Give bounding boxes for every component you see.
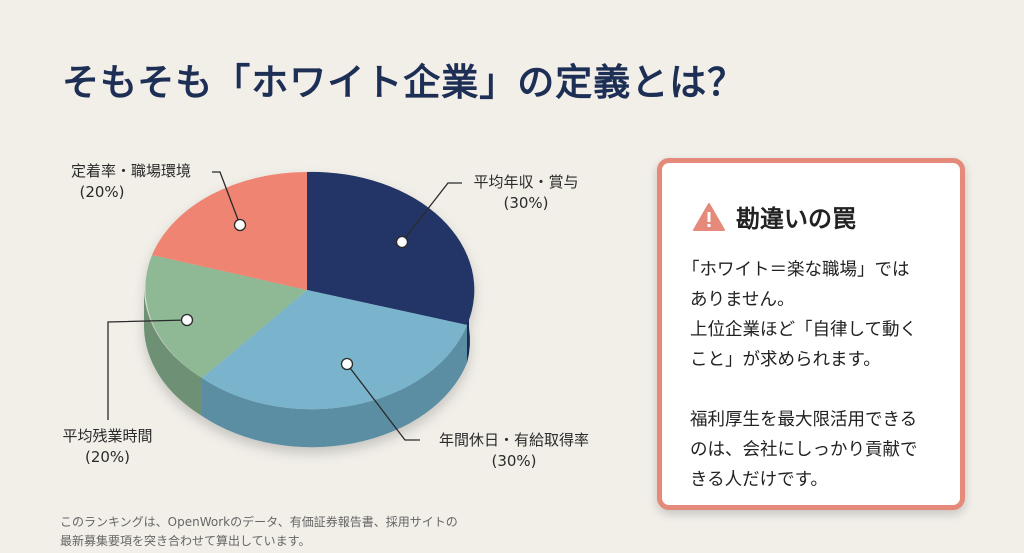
card-body: 「ホワイト＝楽な職場」では ありません。 上位企業ほど「自律して動く こと」が求… [682,260,918,490]
slice-zangyo [145,255,307,378]
label-nenshu: 平均年収・賞与 (30%) [473,173,579,212]
slice-teichaku [152,171,307,290]
card-title: 勘違いの罠 [736,205,856,233]
page-title: そもそも「ホワイト企業」の定義とは？ [62,60,746,104]
slice-nenshu [307,171,475,325]
marker-nenshu [395,235,409,249]
marker-zangyo [180,313,194,327]
label-teichaku: 定着率・職場環境 (20%) [70,162,191,201]
marker-teichaku [233,218,247,232]
slice-kyujitsu [202,290,467,410]
card-header: 勘違いの罠 [692,199,856,234]
footnote: このランキングは、OpenWorkのデータ、有価証券報告書、採用サイトの 最新募… [60,515,458,548]
label-kyujitsu: 年間休日・有給取得率 (30%) [438,431,589,470]
pie-side-blue [202,325,467,448]
label-zangyo: 平均残業時間 (20%) [62,427,153,466]
marker-kyujitsu [340,357,354,371]
pie-side-green [144,290,202,416]
warning-card: 勘違いの罠 「ホワイト＝楽な職場」では ありません。 上位企業ほど「自律して動く… [657,158,965,510]
warning-icon [693,202,725,231]
